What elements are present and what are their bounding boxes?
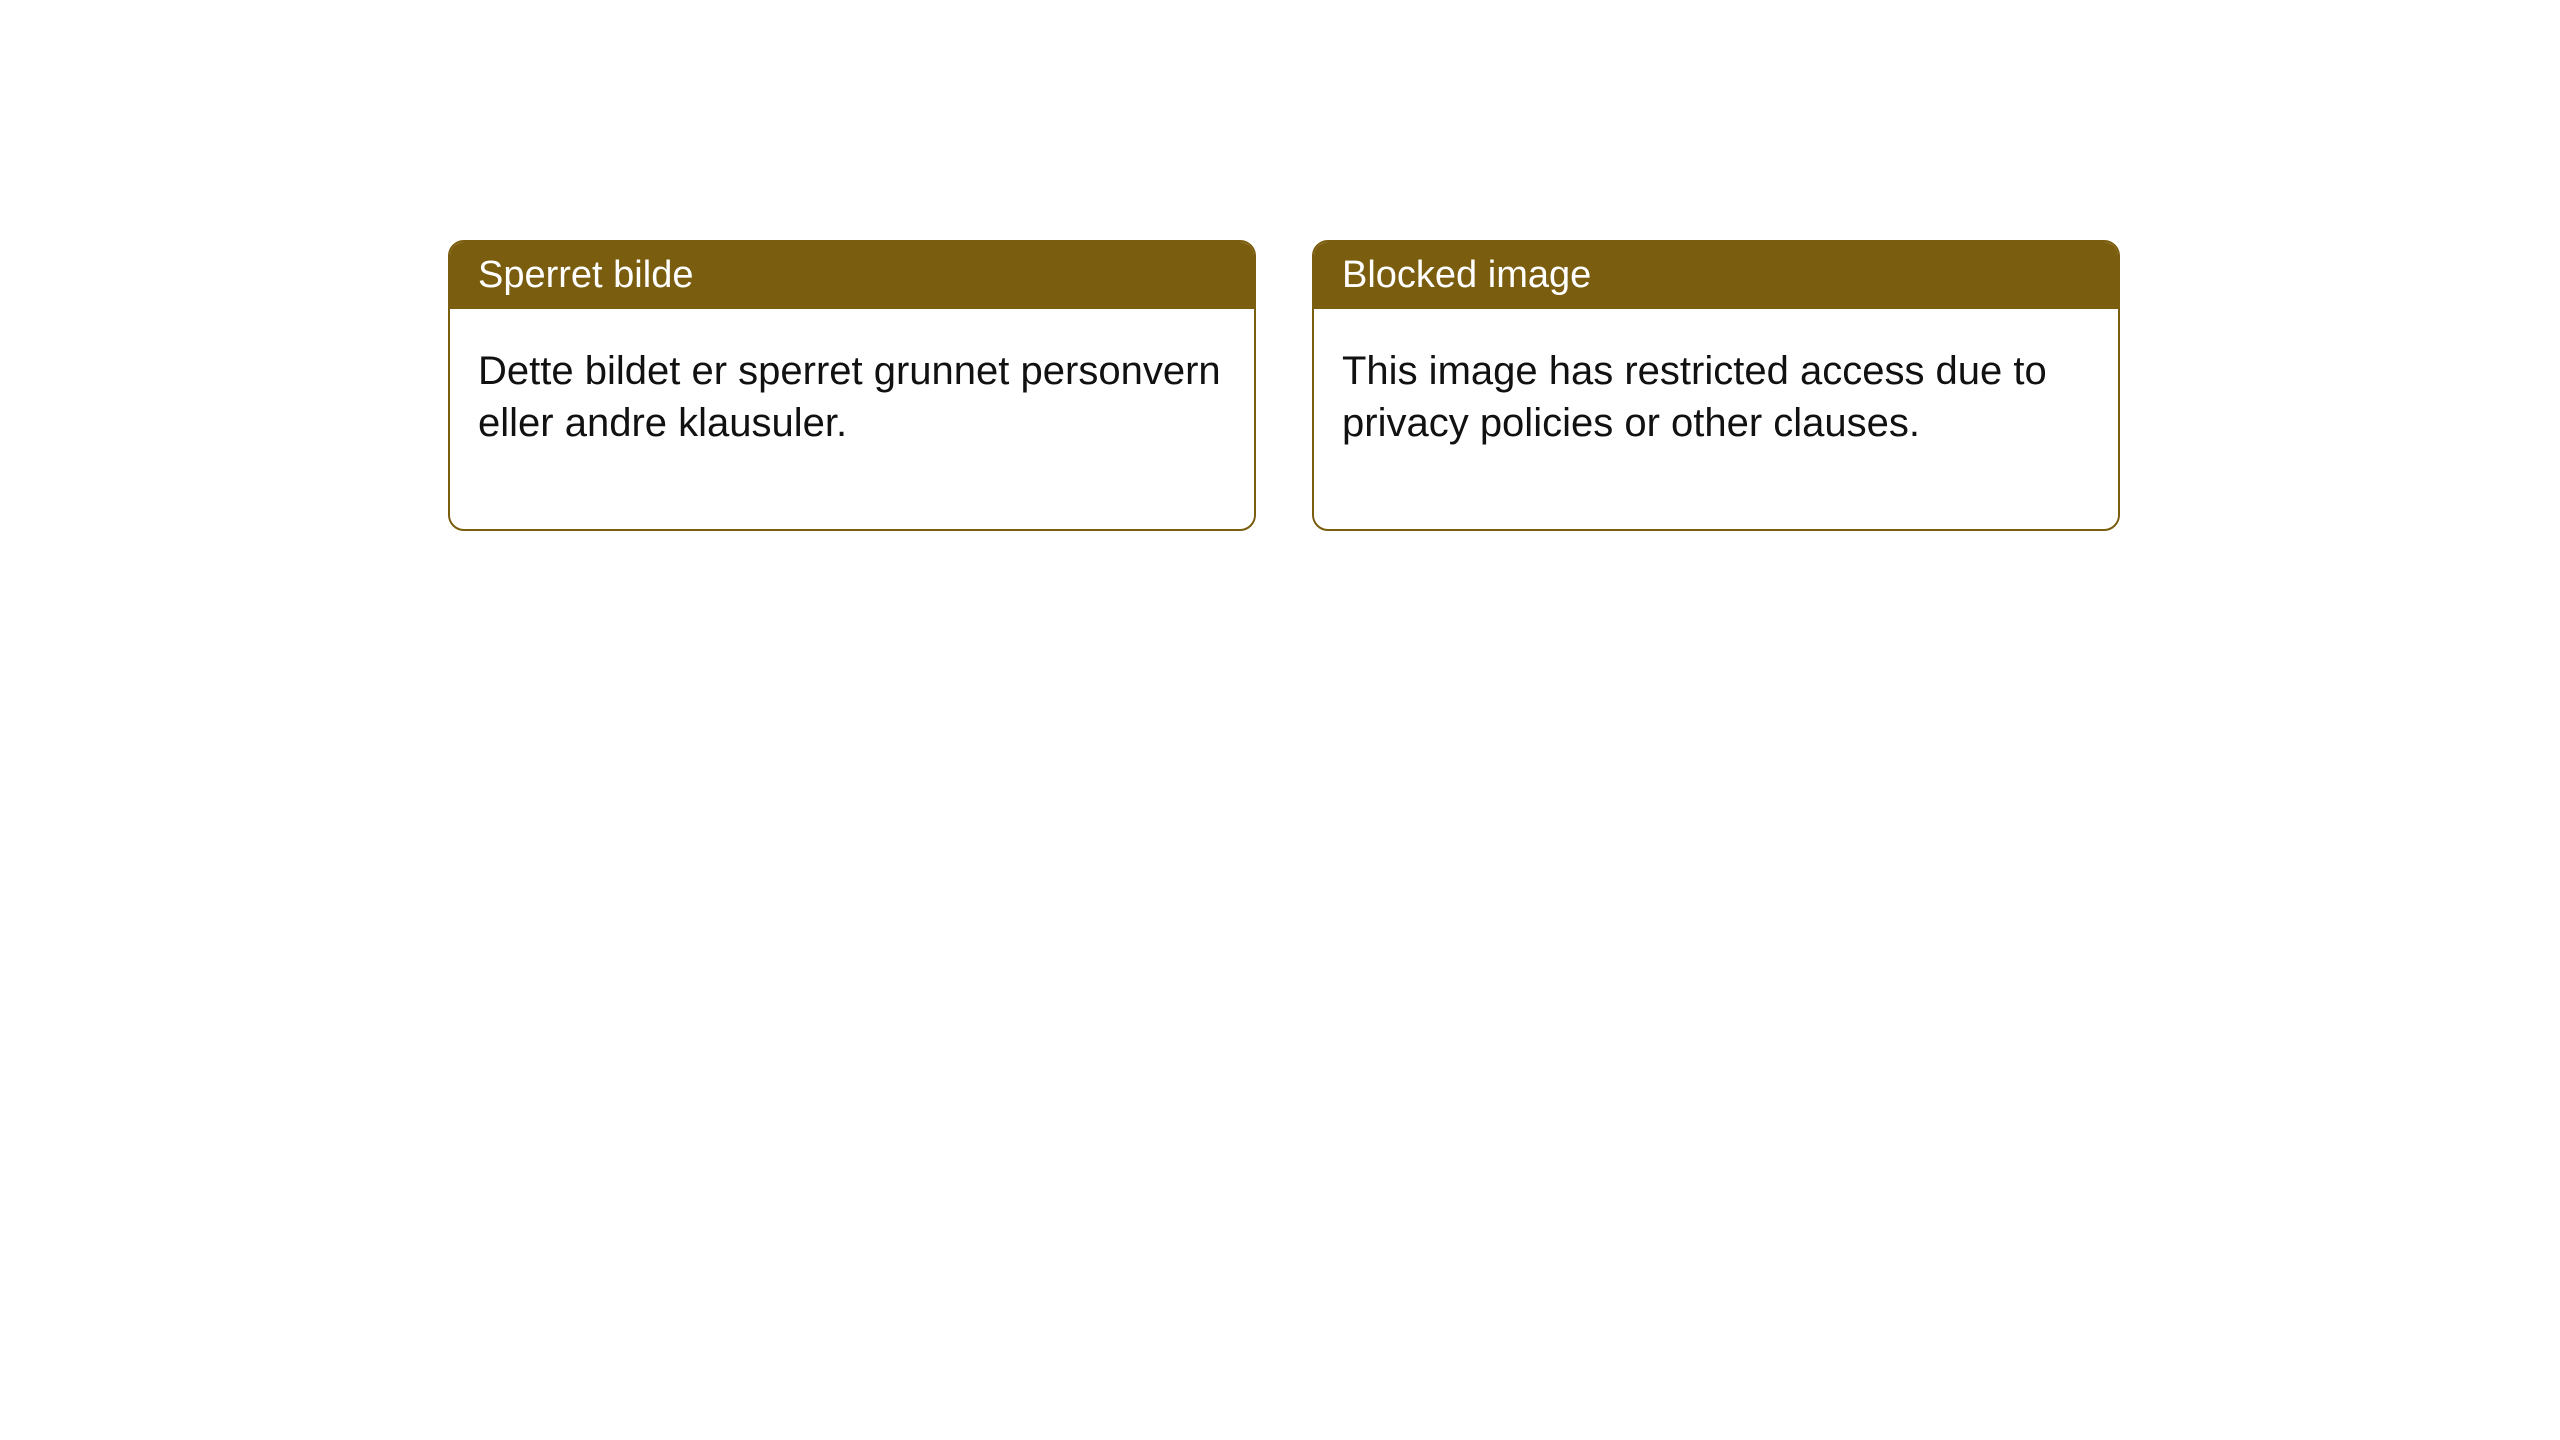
card-body-english: This image has restricted access due to …: [1314, 309, 2118, 529]
notice-card-norwegian: Sperret bilde Dette bildet er sperret gr…: [448, 240, 1256, 531]
card-header-norwegian: Sperret bilde: [450, 242, 1254, 309]
card-header-english: Blocked image: [1314, 242, 2118, 309]
card-body-norwegian: Dette bildet er sperret grunnet personve…: [450, 309, 1254, 529]
notice-container: Sperret bilde Dette bildet er sperret gr…: [0, 0, 2560, 531]
notice-card-english: Blocked image This image has restricted …: [1312, 240, 2120, 531]
